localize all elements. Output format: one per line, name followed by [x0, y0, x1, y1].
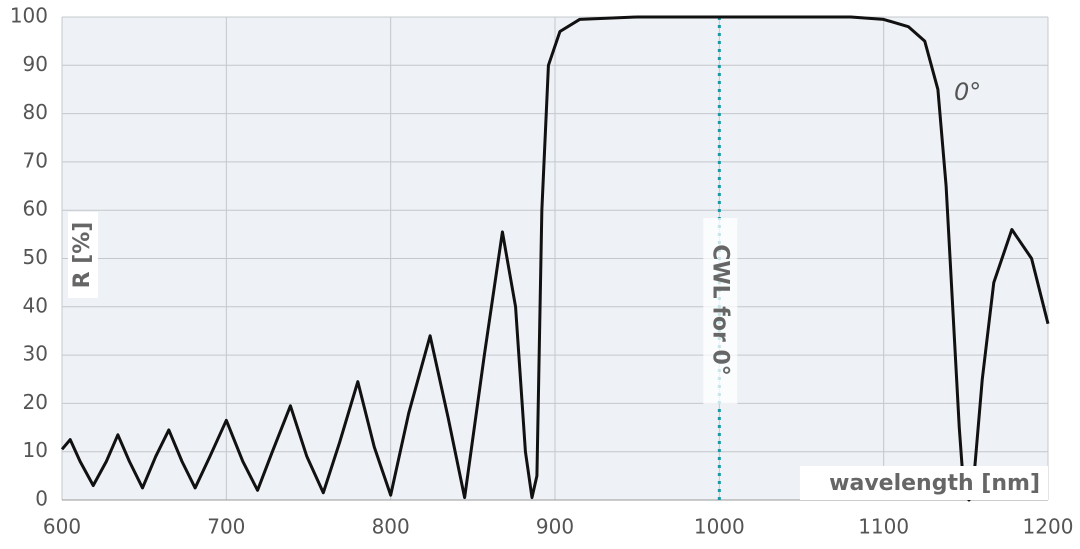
label-box — [703, 218, 738, 404]
x-tick-label: 1100 — [858, 515, 909, 539]
x-tick-label: 700 — [207, 515, 245, 539]
y-axis-label: R [%] — [70, 222, 95, 289]
y-tick-label: 30 — [23, 342, 48, 366]
y-tick-label: 90 — [23, 52, 48, 76]
y-tick-label: 20 — [23, 390, 48, 414]
y-tick-label: 50 — [23, 245, 48, 269]
label-box — [68, 212, 98, 298]
y-tick-label: 0 — [35, 487, 48, 511]
series-label: 0° — [954, 78, 981, 106]
x-axis-label: wavelength [nm] — [829, 471, 1040, 496]
y-tick-label: 10 — [23, 438, 48, 462]
x-tick-label: 1000 — [694, 515, 745, 539]
data-line — [60, 15, 1050, 502]
y-tick-label: 100 — [10, 4, 48, 28]
y-tick-label: 40 — [23, 293, 48, 317]
y-tick-label: 70 — [23, 148, 48, 172]
y-tick-label: 60 — [23, 197, 48, 221]
x-tick-label: 1200 — [1023, 515, 1074, 539]
reference-label: CWL for 0° — [707, 244, 732, 376]
y-tick-label: 80 — [23, 100, 48, 124]
x-tick-label: 800 — [372, 515, 410, 539]
x-tick-label: 600 — [43, 515, 81, 539]
x-tick-label: 900 — [536, 515, 574, 539]
label-box — [800, 466, 1048, 500]
